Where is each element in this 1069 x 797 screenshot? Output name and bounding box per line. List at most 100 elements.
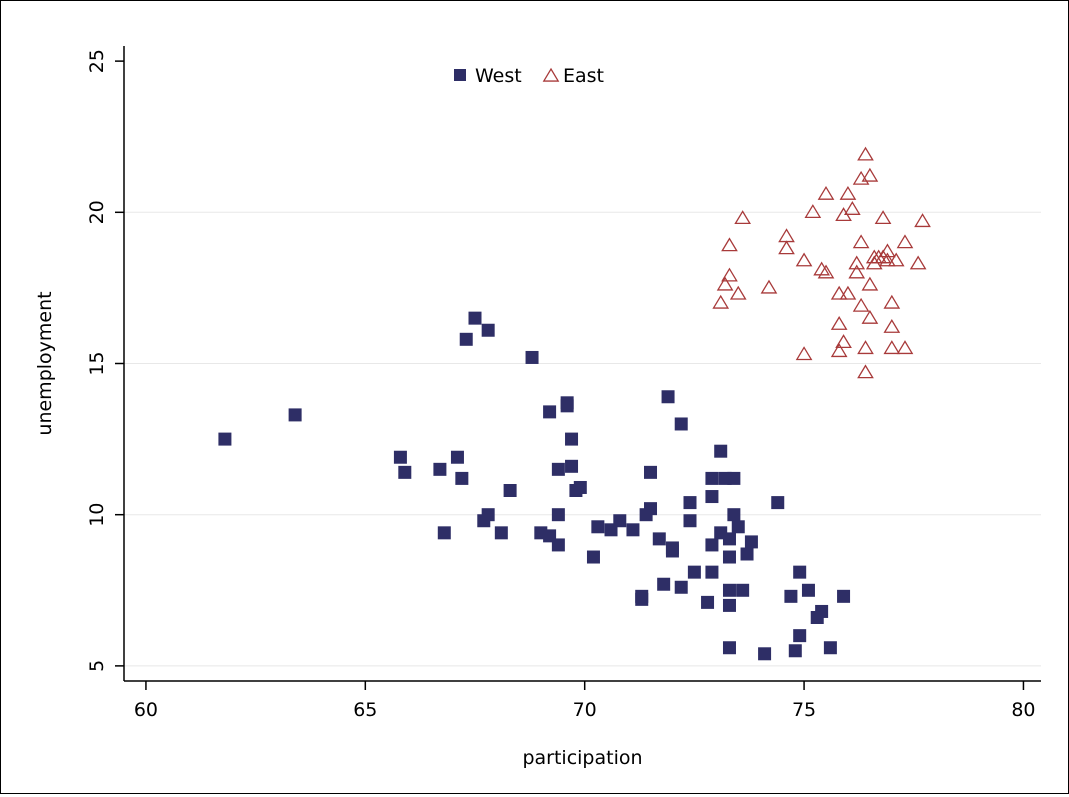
legend-label-east: East	[563, 65, 604, 87]
point-west-64	[736, 583, 750, 597]
point-west-60	[722, 583, 736, 597]
gridlines	[124, 211, 1041, 667]
point-west-65	[740, 547, 754, 561]
point-west-66	[744, 535, 758, 549]
point-west-2	[393, 450, 407, 464]
point-east-5	[734, 210, 751, 225]
point-west-29	[591, 520, 605, 534]
point-west-39	[657, 577, 671, 591]
point-west-37	[644, 502, 658, 516]
point-east-14	[817, 185, 835, 200]
point-west-25	[565, 432, 579, 446]
point-west-45	[683, 496, 697, 510]
point-east-21	[839, 185, 857, 200]
point-east-44	[887, 252, 905, 267]
point-west-8	[459, 332, 473, 346]
point-west-0	[218, 432, 232, 446]
point-east-27	[852, 170, 870, 185]
point-east-26	[852, 297, 870, 312]
point-east-46	[896, 340, 914, 355]
point-west-49	[705, 565, 719, 579]
point-east-32	[861, 276, 879, 291]
legend-marker-east	[542, 67, 560, 82]
point-west-76	[823, 641, 837, 655]
point-west-10	[481, 323, 495, 337]
data-points	[218, 146, 931, 661]
point-west-77	[837, 589, 851, 603]
point-east-3	[721, 237, 738, 252]
point-west-48	[701, 595, 715, 609]
x-tick-label-80: 80	[1011, 699, 1035, 721]
point-west-51	[705, 471, 719, 485]
point-west-19	[551, 508, 565, 522]
point-west-15	[525, 350, 539, 364]
point-east-12	[813, 261, 830, 276]
point-east-25	[852, 234, 870, 249]
point-east-20	[839, 285, 857, 300]
y-tick-label-25: 25	[86, 49, 108, 73]
point-west-38	[652, 532, 666, 546]
point-east-11	[804, 204, 822, 218]
point-west-75	[815, 604, 829, 618]
point-east-39	[879, 252, 896, 267]
x-tick-label-75: 75	[792, 699, 816, 721]
point-west-34	[635, 589, 649, 603]
y-tick-label-20: 20	[86, 200, 108, 224]
point-west-43	[674, 417, 688, 431]
point-west-42	[665, 544, 679, 558]
point-east-1	[716, 276, 734, 291]
point-west-32	[626, 523, 640, 537]
point-west-73	[801, 583, 815, 597]
point-east-45	[896, 234, 914, 249]
point-east-7	[778, 228, 795, 243]
point-east-4	[729, 285, 747, 300]
point-east-10	[795, 252, 813, 267]
point-east-43	[883, 340, 901, 355]
point-east-9	[795, 346, 813, 361]
point-west-57	[722, 550, 736, 564]
point-west-50	[705, 490, 719, 504]
y-axis-title: unemployment	[34, 291, 56, 435]
point-west-40	[661, 390, 675, 404]
point-west-1	[288, 408, 302, 422]
point-east-24	[848, 264, 866, 279]
point-east-16	[830, 315, 848, 330]
point-west-24	[565, 459, 579, 473]
point-east-33	[861, 167, 879, 182]
point-east-6	[760, 279, 778, 294]
point-east-38	[874, 210, 892, 225]
x-tick-label-65: 65	[353, 699, 377, 721]
point-east-22	[843, 201, 861, 215]
point-west-58	[722, 641, 736, 655]
point-west-44	[674, 580, 688, 594]
point-west-7	[455, 471, 469, 485]
x-tick-label-60: 60	[134, 699, 158, 721]
y-tick-label-5: 5	[86, 660, 108, 672]
point-east-0	[712, 294, 730, 309]
point-west-72	[793, 565, 807, 579]
point-east-41	[883, 294, 901, 309]
point-west-68	[771, 496, 785, 510]
point-west-13	[494, 526, 508, 540]
point-west-4	[433, 462, 447, 476]
point-west-5	[437, 526, 451, 540]
point-west-3	[398, 465, 412, 479]
point-west-59	[722, 598, 736, 612]
point-east-40	[879, 243, 896, 258]
point-east-48	[914, 213, 931, 228]
point-east-23	[848, 255, 866, 270]
point-west-20	[551, 462, 565, 476]
point-west-46	[683, 514, 697, 528]
point-east-42	[883, 318, 901, 333]
point-east-30	[857, 364, 874, 379]
point-west-21	[551, 538, 565, 552]
y-tick-label-10: 10	[86, 503, 108, 527]
point-west-36	[644, 465, 658, 479]
legend-marker-west	[454, 69, 466, 81]
point-west-52	[705, 538, 719, 552]
legend: West East	[454, 65, 604, 87]
point-west-12	[477, 514, 491, 528]
point-west-27	[573, 480, 587, 494]
